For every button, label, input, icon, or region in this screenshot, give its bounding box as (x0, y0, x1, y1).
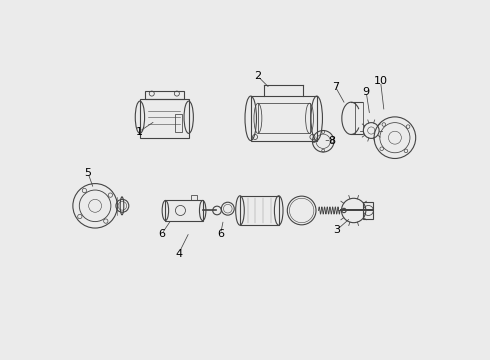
Text: 3: 3 (333, 225, 340, 235)
Text: 1: 1 (136, 127, 143, 136)
Text: 9: 9 (363, 87, 370, 97)
Bar (258, 103, 310, 134)
Text: 6: 6 (217, 229, 224, 239)
Text: 7: 7 (332, 82, 339, 92)
Bar (166, 201, 203, 221)
Bar (363, 202, 373, 219)
Text: 5: 5 (84, 168, 92, 178)
Bar (251, 96, 317, 140)
Bar (175, 114, 182, 132)
Bar (191, 195, 196, 201)
Bar (140, 99, 189, 138)
Text: 8: 8 (328, 136, 335, 145)
Text: 10: 10 (373, 76, 388, 86)
Bar (240, 196, 279, 225)
Text: 2: 2 (254, 71, 261, 81)
Bar (355, 102, 364, 134)
Text: 4: 4 (175, 248, 182, 258)
Bar (145, 91, 184, 99)
Text: 6: 6 (158, 229, 165, 239)
